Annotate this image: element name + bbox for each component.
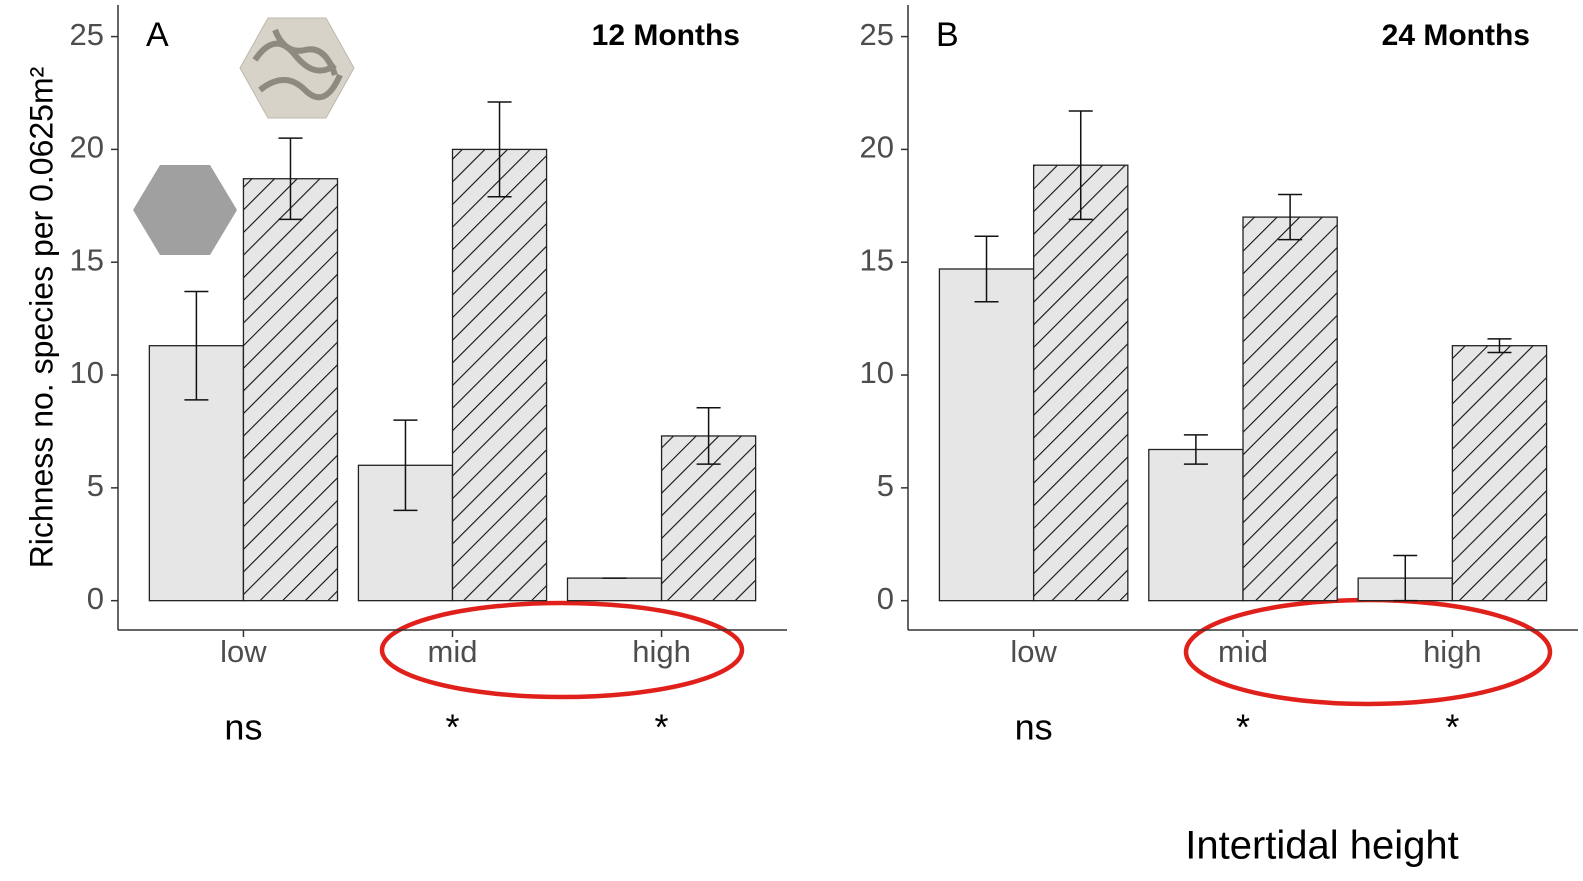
error-bar: [278, 137, 303, 221]
bar: [1032, 164, 1129, 602]
y-tick-label: 25: [860, 17, 894, 52]
bar: [242, 178, 339, 602]
panel-label: B: [936, 16, 959, 54]
bar: [1451, 345, 1548, 602]
highlight-ellipse: [379, 600, 745, 700]
error-bar: [974, 235, 999, 303]
error-bar: [696, 407, 721, 465]
y-tick-label: 20: [860, 130, 894, 165]
panel-label: A: [146, 16, 169, 54]
y-tick-label: 5: [87, 468, 104, 503]
significance-label: *: [1445, 707, 1459, 748]
bar: [938, 268, 1035, 602]
significance-label: *: [1236, 707, 1250, 748]
significance-label: *: [445, 707, 459, 748]
complex-unit-icon: [239, 17, 355, 119]
y-tick-label: 15: [860, 242, 894, 277]
y-tick-label: 0: [87, 581, 104, 616]
significance-label: *: [655, 707, 669, 748]
significance-label: ns: [224, 707, 262, 748]
y-tick-label: 5: [877, 468, 894, 503]
bar: [1148, 448, 1244, 602]
error-bar: [1487, 338, 1512, 354]
y-axis-label: Richness no. species per 0.0625m²: [23, 66, 59, 568]
x-tick-label: low: [220, 634, 267, 669]
bar: [1242, 216, 1338, 602]
error-bar: [1183, 434, 1208, 465]
y-tick-label: 0: [877, 581, 894, 616]
x-axis-label: Intertidal height: [1185, 824, 1459, 868]
y-tick-label: 10: [70, 355, 104, 390]
x-tick-label: mid: [1218, 634, 1268, 669]
error-bar: [184, 290, 209, 401]
error-bar: [1393, 554, 1418, 602]
error-bar: [1068, 110, 1093, 221]
bar: [566, 577, 663, 602]
x-tick-label: high: [1423, 634, 1482, 669]
x-tick-label: mid: [428, 634, 478, 669]
bar: [451, 148, 548, 602]
panel-title: 12 Months: [592, 19, 740, 52]
error-bar: [393, 419, 418, 512]
error-bar: [1278, 193, 1303, 241]
error-bar: [487, 101, 512, 198]
x-tick-label: high: [632, 634, 691, 669]
x-tick-label: low: [1010, 634, 1057, 669]
y-tick-label: 20: [70, 130, 104, 165]
y-tick-label: 10: [860, 355, 894, 390]
panel-title: 24 Months: [1382, 19, 1530, 52]
significance-label: ns: [1015, 707, 1053, 748]
plain-unit-icon: [133, 165, 237, 255]
y-tick-label: 25: [70, 17, 104, 52]
y-tick-label: 15: [70, 242, 104, 277]
